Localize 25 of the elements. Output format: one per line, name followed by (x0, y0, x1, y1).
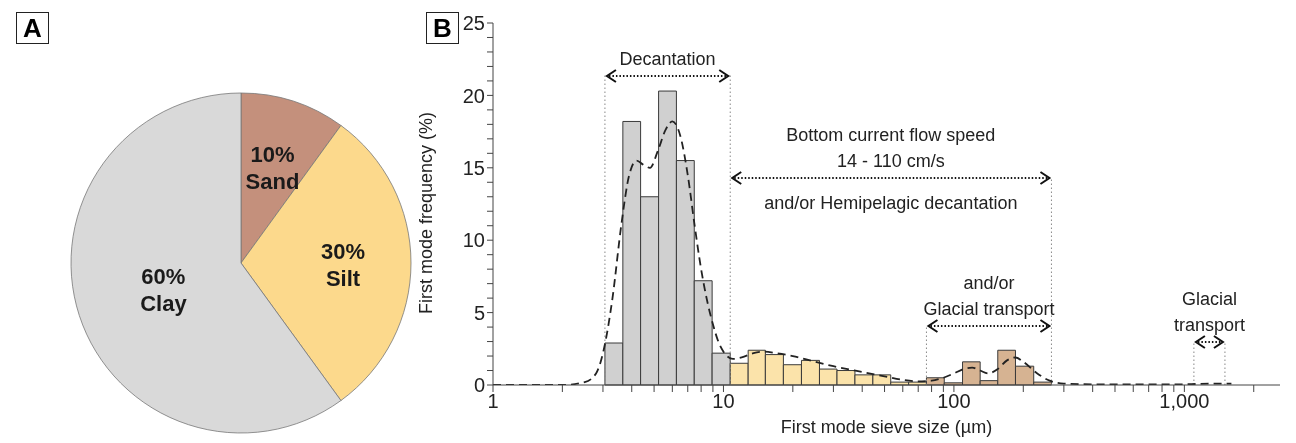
y-tick-label: 5 (473, 301, 485, 324)
annotation: Bottom current flow speed 14 - 110 cm/s (786, 124, 996, 171)
x-tick-label: 1 (487, 390, 499, 413)
annotation: Glacial transport (1173, 288, 1245, 335)
y-tick-label: 15 (462, 156, 485, 179)
y-tick-label: 0 (473, 374, 485, 397)
data-label: 10% (250, 141, 295, 167)
annotation: Decantation (619, 48, 716, 69)
slice-label: Sand (245, 168, 300, 194)
x-tick-label: 10 (712, 390, 735, 413)
x-axis-title: First mode sieve size (µm) (780, 417, 993, 437)
annotation: and/or Hemipelagic decantation (764, 192, 1018, 213)
y-axis-title: First mode frequency (%) (416, 111, 437, 314)
slice-label: Silt (325, 266, 361, 291)
data-label: 30% (320, 239, 366, 264)
y-tick-label: 10 (462, 229, 485, 252)
data-label: 60% (141, 264, 186, 290)
slice-label: Clay (140, 291, 188, 317)
y-tick-label: 25 (462, 12, 485, 35)
x-tick-label: 1,000 (1159, 390, 1210, 413)
y-tick-label: 20 (462, 84, 485, 107)
chart-title: A (16, 12, 49, 44)
chart-title: B (426, 12, 459, 44)
annotation: and/or Glacial transport (923, 272, 1055, 319)
x-tick-label: 100 (937, 390, 971, 413)
